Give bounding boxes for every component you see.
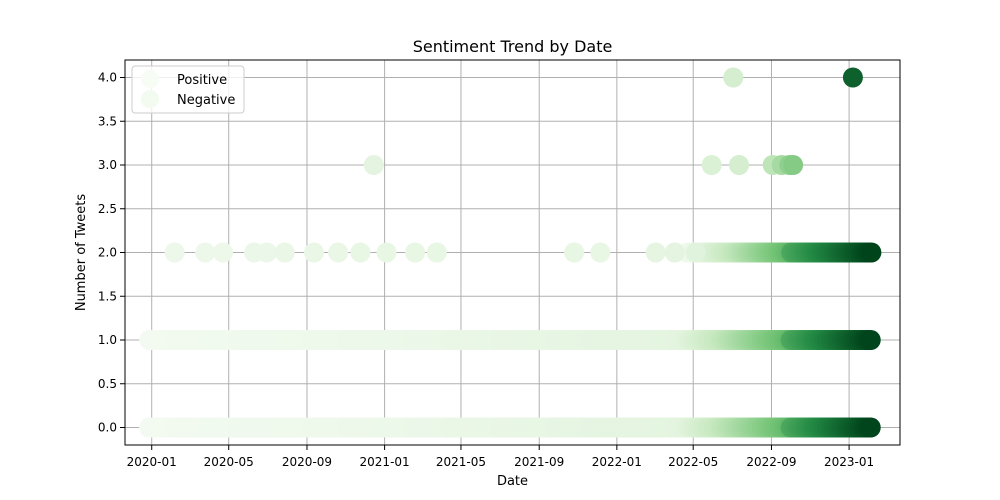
data-point — [701, 155, 722, 175]
data-point — [729, 155, 750, 175]
data-point — [363, 155, 384, 175]
x-tick-label: 2020-05 — [204, 455, 254, 469]
x-tick-label: 2021-05 — [436, 455, 486, 469]
data-point — [212, 242, 233, 263]
x-axis-title: Date — [497, 474, 528, 489]
data-point — [303, 242, 324, 263]
legend-label-positive: Positive — [177, 73, 227, 88]
x-tick-label: 2022-05 — [668, 455, 718, 469]
data-point — [376, 242, 397, 263]
y-tick-label: 2.0 — [98, 246, 117, 260]
x-tick-label: 2022-09 — [746, 455, 796, 469]
y-tick-label: 0.5 — [98, 377, 117, 391]
data-point — [590, 242, 611, 263]
y-tick-label: 1.5 — [98, 289, 117, 303]
data-point — [842, 67, 863, 88]
x-tick-label: 2023-01 — [824, 455, 874, 469]
data-point — [274, 242, 295, 263]
y-tick-label: 3.5 — [98, 114, 117, 128]
x-tick-label: 2021-01 — [360, 455, 410, 469]
data-point — [723, 67, 744, 88]
data-point — [195, 242, 216, 263]
data-point — [685, 242, 706, 263]
band-marker — [861, 242, 882, 263]
data-point — [664, 242, 685, 263]
y-axis-title: Number of Tweets — [74, 194, 89, 312]
band-marker — [860, 330, 881, 350]
y-tick-label: 2.5 — [98, 202, 117, 216]
y-axis: 0.0 0.5 1.0 1.5 2.0 2.5 3.0 3.5 4.0 — [98, 71, 125, 435]
dense-bands — [139, 242, 882, 438]
y-tick-label: 1.0 — [98, 333, 117, 347]
legend: Positive Negative — [131, 65, 245, 114]
x-tick-label: 2021-09 — [514, 455, 564, 469]
y-tick-label: 3.0 — [98, 158, 117, 172]
band-marker — [860, 417, 881, 438]
data-point — [564, 242, 585, 263]
data-point — [328, 242, 349, 263]
legend-marker-negative — [141, 90, 159, 108]
data-point — [783, 155, 804, 175]
x-tick-label: 2022-01 — [592, 455, 642, 469]
legend-box — [131, 65, 245, 114]
data-point — [405, 242, 426, 263]
x-tick-label: 2020-09 — [282, 455, 332, 469]
data-point — [645, 242, 666, 263]
data-point — [256, 242, 277, 263]
y-tick-label: 0.0 — [98, 421, 117, 435]
data-point — [426, 242, 447, 263]
x-axis: 2020-01 2020-05 2020-09 2021-01 2021-05 2021-… — [127, 445, 874, 469]
data-point — [164, 242, 185, 263]
legend-label-negative: Negative — [177, 93, 235, 108]
x-tick-label: 2020-01 — [127, 455, 177, 469]
scatter-points — [164, 67, 863, 263]
chart-title: Sentiment Trend by Date — [413, 37, 613, 56]
y-tick-label: 4.0 — [98, 71, 117, 85]
legend-marker-positive — [141, 70, 159, 88]
data-point — [350, 242, 371, 263]
